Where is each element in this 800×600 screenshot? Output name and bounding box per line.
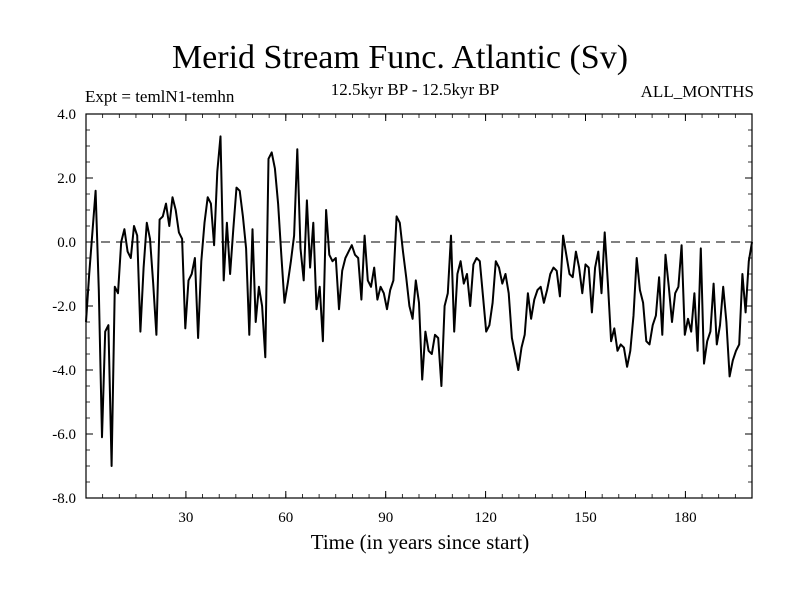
y-tick-label: -8.0 <box>52 491 76 507</box>
x-tick-label: 180 <box>674 510 697 526</box>
series-line <box>85 135 753 467</box>
y-tick-label: -2.0 <box>52 299 76 315</box>
y-tick-label: 2.0 <box>57 171 76 187</box>
x-tick-label: 60 <box>278 510 293 526</box>
x-tick-label: 150 <box>574 510 597 526</box>
period-label: ALL_MONTHS <box>640 82 754 101</box>
y-tick-label: 4.0 <box>57 107 76 123</box>
x-tick-label: 120 <box>474 510 497 526</box>
y-tick-label: 0.0 <box>57 235 76 251</box>
y-tick-label: -4.0 <box>52 363 76 379</box>
chart-title: Merid Stream Func. Atlantic (Sv) <box>171 39 629 76</box>
experiment-label: Expt = temlN1-temhn <box>85 87 235 106</box>
chart-subtitle: 12.5kyr BP - 12.5kyr BP <box>330 80 500 99</box>
x-axis-label: Time (in years since start) <box>310 530 530 554</box>
x-tick-label: 90 <box>378 510 393 526</box>
y-tick-label: -6.0 <box>52 427 76 443</box>
x-tick-label: 30 <box>178 510 193 526</box>
